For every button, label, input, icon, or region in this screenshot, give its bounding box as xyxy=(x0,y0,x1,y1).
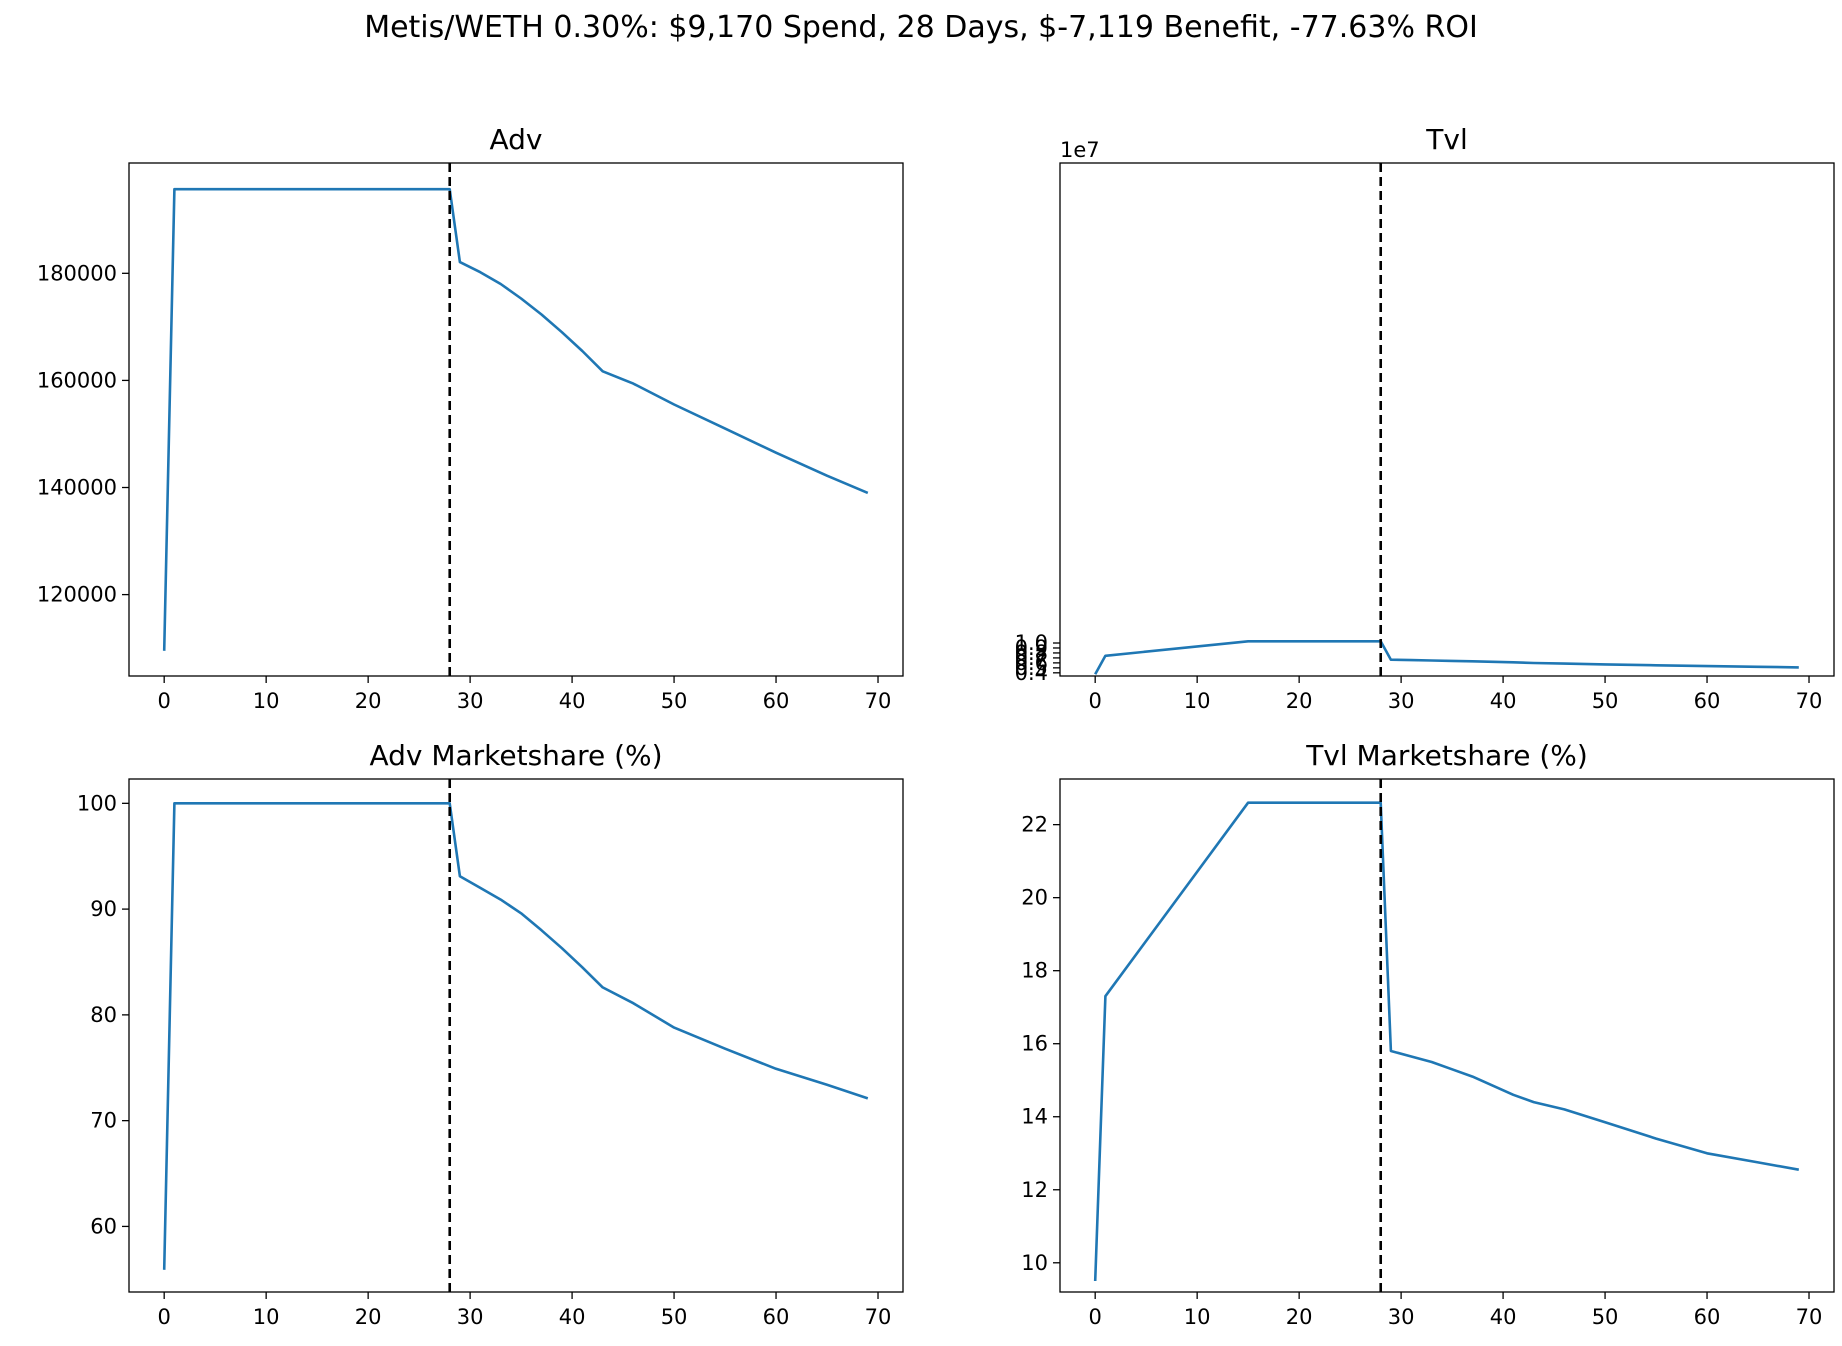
y-tick-label: 160000 xyxy=(37,368,117,392)
x-tick-label: 10 xyxy=(253,689,280,713)
x-tick-label: 30 xyxy=(1388,1305,1415,1329)
subplot-title: Adv xyxy=(489,123,542,156)
y-tick-label: 140000 xyxy=(37,476,117,500)
x-tick-label: 20 xyxy=(355,689,382,713)
subplot-title: Tvl xyxy=(1425,123,1467,156)
x-tick-label: 60 xyxy=(763,1305,790,1329)
axes-frame xyxy=(1059,162,1835,677)
x-tick-label: 10 xyxy=(1184,1305,1211,1329)
x-tick-label: 20 xyxy=(1286,689,1313,713)
y-tick-label: 0.4 xyxy=(1015,661,1048,685)
axes-frame xyxy=(128,778,904,1293)
x-tick-label: 0 xyxy=(157,1305,170,1329)
x-tick-label: 50 xyxy=(661,689,688,713)
x-tick-label: 0 xyxy=(157,689,170,713)
x-tick-label: 0 xyxy=(1088,689,1101,713)
series-line xyxy=(162,187,869,651)
y-tick-label: 0.5 xyxy=(1015,656,1048,680)
y-tick-label: 10 xyxy=(1021,1251,1048,1275)
y-tick-label: 18 xyxy=(1021,959,1048,983)
subplot-2: Tvl 1e7 0 10 20 30 40 50 60 70 0.40.50.60.70.80.91… xyxy=(1015,123,1835,713)
y-tick-label: 180000 xyxy=(37,261,117,285)
series-line xyxy=(1094,639,1799,675)
y-tick-label: 90 xyxy=(90,897,117,921)
y-tick-label: 60 xyxy=(90,1214,117,1238)
y-tick-label: 70 xyxy=(90,1109,117,1133)
axes-frame xyxy=(1059,778,1835,1293)
x-tick-label: 70 xyxy=(1796,1305,1823,1329)
x-tick-label: 30 xyxy=(457,689,484,713)
x-tick-label: 0 xyxy=(1088,1305,1101,1329)
y-tick-label: 80 xyxy=(90,1003,117,1027)
x-tick-label: 60 xyxy=(1694,1305,1721,1329)
x-tick-label: 40 xyxy=(559,1305,586,1329)
figure-title: Metis/WETH 0.30%: $9,170 Spend, 28 Days,… xyxy=(364,10,1478,45)
y-offset-label: 1e7 xyxy=(1060,138,1100,162)
subplot-title: Tvl Marketshare (%) xyxy=(1305,739,1588,772)
subplot-title: Adv Marketshare (%) xyxy=(369,739,662,772)
x-tick-label: 20 xyxy=(355,1305,382,1329)
x-tick-label: 50 xyxy=(1592,689,1619,713)
x-tick-label: 50 xyxy=(661,1305,688,1329)
y-tick-label: 14 xyxy=(1021,1105,1048,1129)
y-tick-label: 100 xyxy=(77,791,117,815)
x-tick-label: 70 xyxy=(865,1305,892,1329)
y-tick-label: 0.9 xyxy=(1015,636,1048,660)
x-tick-label: 50 xyxy=(1592,1305,1619,1329)
y-tick-label: 22 xyxy=(1021,813,1048,837)
y-tick-label: 0.7 xyxy=(1015,646,1048,670)
subplot-4: Tvl Marketshare (%) 0 10 20 30 40 50 60 70 10 12 14… xyxy=(1021,739,1835,1329)
x-tick-label: 30 xyxy=(1388,689,1415,713)
y-tick-label: 0.8 xyxy=(1015,641,1048,665)
x-tick-label: 60 xyxy=(1694,689,1721,713)
x-tick-label: 10 xyxy=(1184,689,1211,713)
x-tick-label: 40 xyxy=(1490,689,1517,713)
subplot-3: Adv Marketshare (%) 0 10 20 30 40 50 60 70 60 70 80… xyxy=(77,739,904,1329)
y-tick-label: 120000 xyxy=(37,583,117,607)
x-tick-label: 70 xyxy=(865,689,892,713)
x-tick-label: 40 xyxy=(1490,1305,1517,1329)
y-tick-label: 0.6 xyxy=(1015,651,1048,675)
axes-frame xyxy=(128,162,904,677)
series-line xyxy=(1093,801,1800,1282)
y-tick-label: 12 xyxy=(1021,1178,1048,1202)
x-tick-label: 30 xyxy=(457,1305,484,1329)
y-tick-label: 16 xyxy=(1021,1032,1048,1056)
series-line xyxy=(162,801,869,1270)
y-tick-label: 1.0 xyxy=(1015,631,1048,655)
x-tick-label: 70 xyxy=(1796,689,1823,713)
x-tick-label: 10 xyxy=(253,1305,280,1329)
y-tick-label: 20 xyxy=(1021,886,1048,910)
subplot-1: Adv 0 10 20 30 40 50 60 70 120000 140000 160000 1800… xyxy=(37,123,904,713)
x-tick-label: 20 xyxy=(1286,1305,1313,1329)
x-tick-label: 60 xyxy=(763,689,790,713)
x-tick-label: 40 xyxy=(559,689,586,713)
